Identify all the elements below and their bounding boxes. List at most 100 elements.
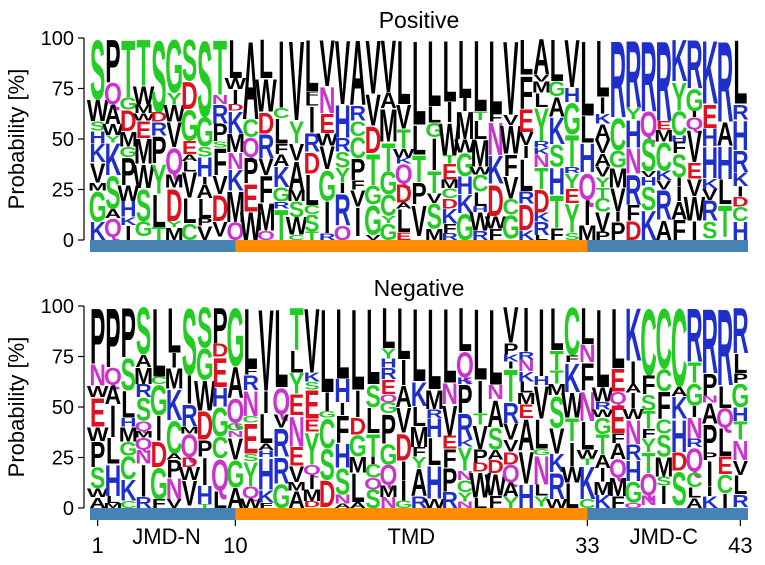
- logo-letter: M: [654, 452, 673, 482]
- logo-letter: P: [702, 416, 717, 461]
- logo-letter: I: [707, 484, 713, 499]
- logo-letter: S: [564, 231, 579, 243]
- logo-letter: A: [242, 19, 259, 144]
- logo-letter: A: [166, 452, 183, 462]
- logo-letter: D: [625, 216, 642, 246]
- logo-letter: V: [702, 187, 717, 205]
- logo-letter: G: [686, 377, 704, 413]
- logo-letter: D: [151, 109, 168, 124]
- logo-letter: F: [565, 354, 579, 364]
- logo-letter: A: [533, 30, 550, 87]
- logo-letter: G: [196, 110, 214, 156]
- logo-letter: A: [656, 216, 673, 247]
- logo-letter: T: [596, 185, 610, 202]
- logo-letter: M: [134, 429, 153, 440]
- logo-letter: I: [630, 389, 636, 413]
- logo-letter: L: [335, 289, 349, 401]
- logo-letter: L: [106, 494, 120, 505]
- logo-letter: K: [701, 21, 718, 122]
- logo-letter: A: [349, 500, 366, 510]
- logo-letter: P: [212, 298, 227, 355]
- logo-letter: V: [687, 122, 702, 172]
- logo-letter: E: [442, 160, 457, 185]
- logo-letter: Q: [624, 501, 642, 509]
- logo-letter: Q: [272, 380, 290, 422]
- logo-letter: W: [546, 496, 568, 510]
- logo-letter: C: [472, 170, 489, 197]
- logo-letter: H: [457, 172, 474, 200]
- logo-letter: L: [152, 288, 166, 397]
- logo-letter: L: [213, 487, 227, 513]
- logo-letter: L: [580, 296, 594, 356]
- logo-letter: V: [518, 442, 533, 494]
- panel-title: Positive: [379, 7, 460, 33]
- logo-letter: F: [550, 226, 564, 244]
- logo-letter: R: [212, 100, 229, 130]
- logo-letter: H: [625, 112, 642, 156]
- logo-letter: G: [165, 25, 183, 109]
- logo-letter: L: [427, 430, 441, 474]
- logo-letter: W: [423, 496, 445, 511]
- y-tick-label: 75: [52, 79, 74, 101]
- logo-letter: Y: [641, 436, 656, 457]
- logo-letter: H: [701, 139, 718, 188]
- logo-letter: M: [379, 483, 398, 501]
- logo-letter: K: [457, 438, 474, 449]
- logo-letter: D: [350, 413, 367, 440]
- logo-letter: C: [656, 292, 673, 388]
- logo-letter: E: [136, 118, 151, 145]
- logo-letter: R: [656, 18, 673, 146]
- logo-letter: P: [595, 230, 610, 243]
- logo-letter: S: [197, 18, 212, 140]
- logo-letter: F: [642, 426, 656, 441]
- logo-letter: T: [473, 109, 488, 123]
- logo-letter: Q: [104, 215, 122, 243]
- logo-letter: I: [339, 181, 345, 197]
- logo-letter: G: [150, 378, 168, 425]
- logo-letter: W: [240, 496, 262, 511]
- logo-letter: V: [503, 20, 518, 137]
- logo-letter: H: [671, 134, 688, 144]
- logo-letter: T: [137, 27, 151, 100]
- logo-letter: V: [212, 217, 227, 241]
- logo-letter: T: [121, 23, 135, 114]
- logo-letter: V: [167, 116, 182, 155]
- logo-letter: L: [152, 185, 166, 237]
- logo-letter: H: [334, 96, 351, 148]
- logo-letter: T: [381, 134, 395, 179]
- logo-letter: R: [472, 228, 489, 243]
- logo-letter: Y: [457, 441, 472, 478]
- logo-letter: Y: [626, 105, 641, 123]
- logo-letter: I: [171, 348, 177, 372]
- logo-letter: F: [488, 111, 502, 124]
- logo-letter: N: [732, 436, 749, 467]
- logo-letter: D: [196, 403, 213, 449]
- logo-letter: R: [426, 406, 443, 420]
- logo-letter: S: [182, 29, 197, 94]
- logo-letter: R: [640, 21, 657, 133]
- logo-letter: K: [533, 146, 550, 157]
- logo-letter: K: [701, 176, 718, 193]
- logo-letter: I: [232, 85, 238, 108]
- logo-letter: F: [504, 148, 518, 183]
- logo-letter: W: [469, 165, 491, 177]
- logo-letter: Q: [165, 140, 183, 182]
- logo-letter: S: [151, 19, 166, 134]
- logo-letter: M: [165, 364, 184, 395]
- logo-letter: N: [579, 384, 596, 431]
- logo-letter: C: [671, 106, 688, 144]
- logo-letter: D: [487, 457, 504, 477]
- logo-letter: G: [318, 163, 336, 210]
- logo-letter: T: [427, 164, 441, 199]
- logo-letter: G: [119, 438, 137, 460]
- logo-letter: D: [441, 196, 458, 212]
- logo-letter: K: [120, 474, 137, 508]
- logo-letter: G: [272, 479, 290, 517]
- logo-letter: I: [355, 199, 361, 245]
- logo-letter: T: [733, 418, 747, 447]
- logo-letter: G: [150, 460, 168, 509]
- logo-letter: S: [671, 463, 686, 515]
- logo-letter: C: [120, 450, 137, 486]
- logo-letter: A: [350, 23, 367, 126]
